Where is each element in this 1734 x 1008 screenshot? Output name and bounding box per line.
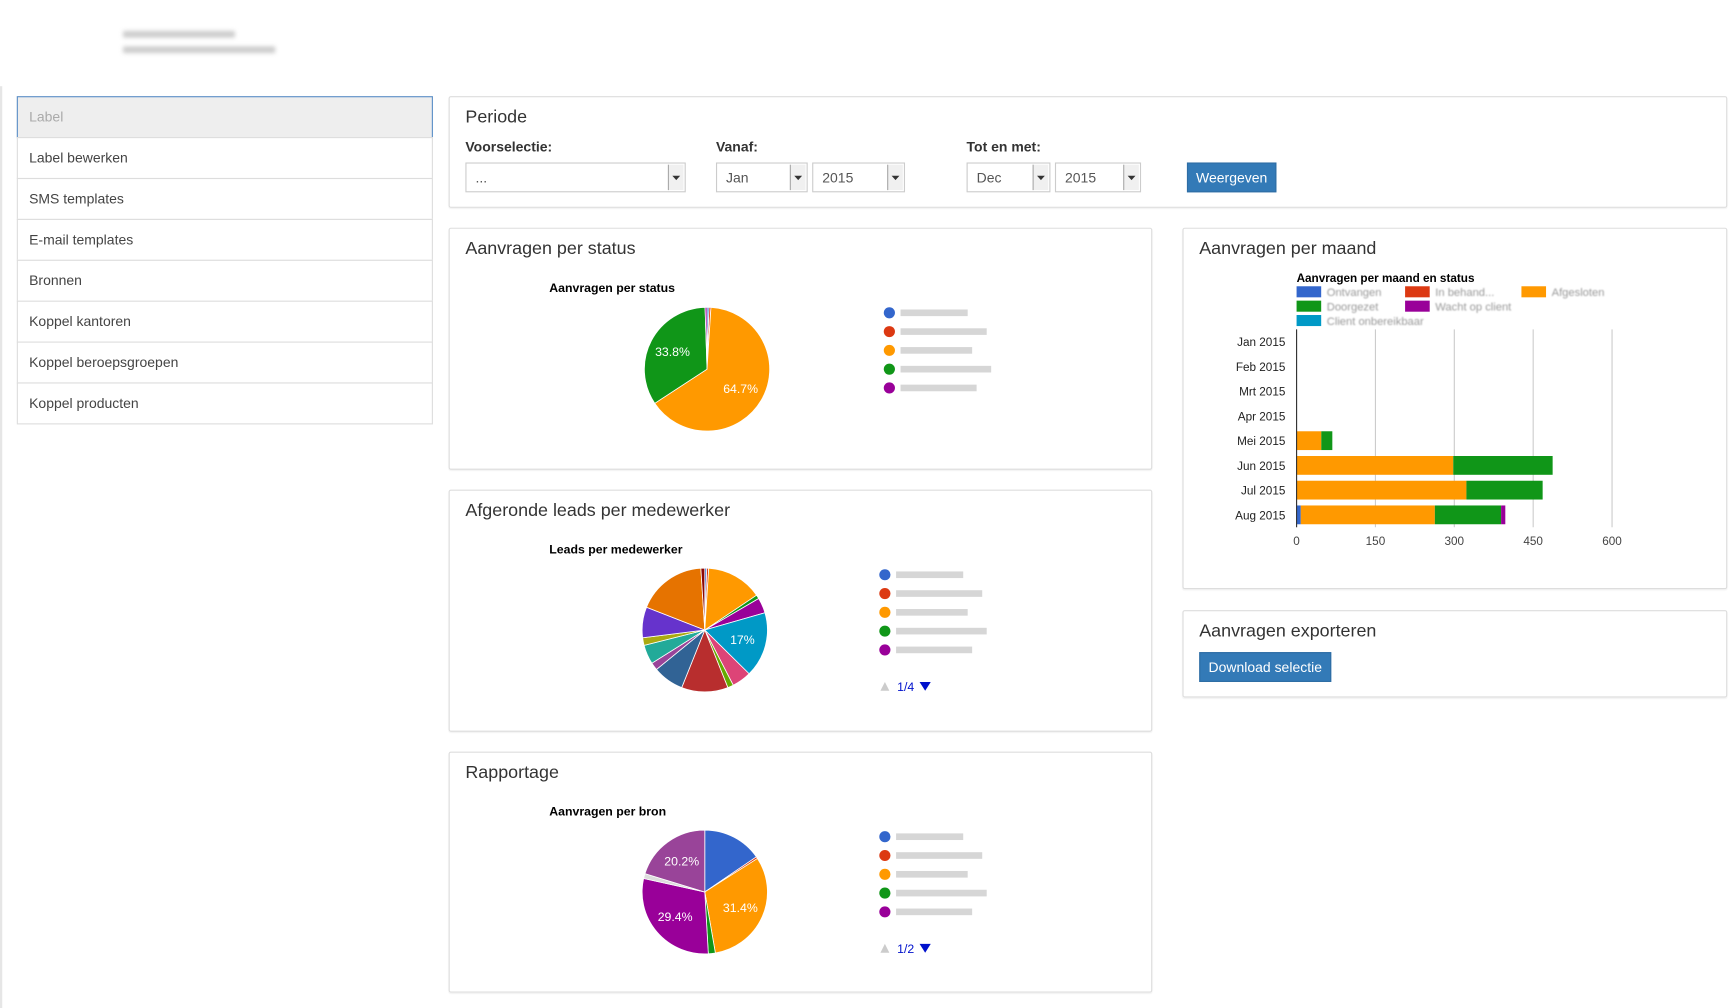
blurred-logo — [123, 46, 276, 54]
divider — [0, 86, 3, 1008]
show-button[interactable]: Weergeven — [1186, 162, 1277, 193]
label: Voorselectie: — [465, 139, 553, 155]
select[interactable]: Jan — [715, 162, 808, 193]
select[interactable]: ... — [465, 162, 686, 193]
sidebar-item[interactable]: Koppel producten — [16, 382, 433, 425]
select-value: Dec — [976, 170, 1002, 186]
monthly-panel: Aanvragen per maand — [1182, 227, 1728, 590]
select-value: 2015 — [1065, 170, 1097, 186]
period-panel: Periode Voorselectie: ... Vanaf: Jan 201… — [448, 96, 1728, 208]
select-arrow — [887, 164, 903, 191]
sidebar-item[interactable]: Label — [16, 96, 433, 139]
label: Vanaf: — [715, 139, 758, 155]
blurred-logo — [123, 30, 235, 38]
select-arrow — [789, 164, 806, 191]
leads-panel: Afgeronde leads per medewerker — [448, 489, 1153, 732]
select-value: 2015 — [822, 170, 854, 186]
panel-heading: Periode — [465, 108, 528, 128]
select-value: ... — [475, 170, 488, 186]
sidebar-item[interactable]: Koppel beroepsgroepen — [16, 341, 433, 384]
sidebar-item[interactable]: E-mail templates — [16, 218, 433, 261]
select-value: Jan — [726, 170, 749, 186]
select[interactable]: 2015 — [812, 162, 906, 193]
label: Tot en met: — [966, 139, 1041, 155]
select-arrow — [667, 164, 684, 191]
panel-heading: Aanvragen per status — [465, 239, 636, 259]
select-arrow — [1032, 164, 1049, 191]
sidebar-item[interactable]: Label bewerken — [16, 137, 433, 180]
panel-heading: Aanvragen exporteren — [1199, 622, 1377, 642]
report-panel: Rapportage — [448, 751, 1153, 993]
sidebar-item[interactable]: Bronnen — [16, 259, 433, 302]
select[interactable]: 2015 — [1054, 162, 1142, 193]
select-arrow — [1123, 164, 1139, 191]
status-panel: Aanvragen per status — [448, 227, 1153, 470]
export-panel: Aanvragen exporteren Download selectie — [1182, 610, 1728, 698]
download-button[interactable]: Download selectie — [1199, 652, 1332, 682]
panel-heading: Afgeronde leads per medewerker — [465, 501, 731, 521]
select[interactable]: Dec — [966, 162, 1051, 193]
panel-heading: Rapportage — [465, 763, 559, 783]
sidebar-item[interactable]: SMS templates — [16, 177, 433, 220]
panel-heading: Aanvragen per maand — [1199, 239, 1377, 259]
sidebar-item[interactable]: Koppel kantoren — [16, 300, 433, 343]
